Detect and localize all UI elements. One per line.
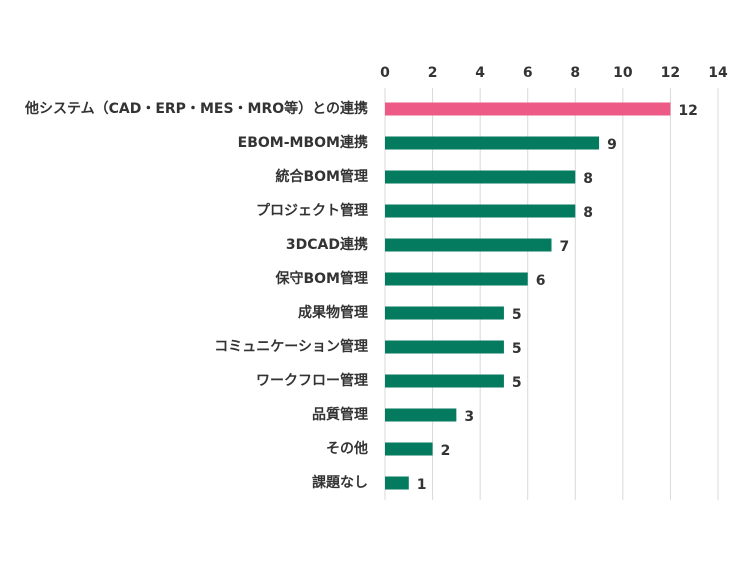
x-tick-label: 2 (428, 65, 438, 81)
bar (385, 204, 576, 218)
y-tick-label: 統合BOM管理 (275, 168, 368, 185)
value-label: 5 (512, 341, 522, 357)
y-tick-label: 品質管理 (312, 406, 368, 423)
value-label: 7 (560, 239, 570, 255)
bar (385, 476, 409, 490)
x-tick-label: 12 (661, 65, 680, 81)
bar (385, 442, 433, 456)
bar (385, 374, 504, 388)
value-label: 5 (512, 375, 522, 391)
bar (385, 170, 576, 184)
bar (385, 102, 671, 116)
x-tick-label: 6 (523, 65, 533, 81)
bar (385, 238, 552, 252)
value-label: 3 (464, 409, 474, 425)
y-tick-label: 3DCAD連携 (286, 236, 368, 253)
x-tick-label: 10 (613, 65, 633, 81)
value-label: 1 (417, 477, 427, 493)
y-tick-label: 課題なし (312, 474, 368, 491)
bar (385, 136, 600, 150)
y-tick-label: 保守BOM管理 (274, 270, 368, 287)
y-tick-label: その他 (326, 440, 368, 457)
x-tick-label: 0 (380, 65, 390, 81)
x-tick-label: 4 (475, 65, 485, 81)
bar (385, 408, 457, 422)
y-tick-label: プロジェクト管理 (256, 202, 368, 219)
value-label: 9 (607, 137, 617, 153)
bar (385, 272, 528, 286)
bar (385, 306, 504, 320)
y-tick-label: コミュニケーション管理 (214, 338, 368, 355)
bar (385, 340, 504, 354)
value-label: 8 (583, 205, 593, 221)
y-tick-label: 成果物管理 (298, 304, 368, 321)
value-label: 5 (512, 307, 522, 323)
x-tick-label: 8 (570, 65, 580, 81)
value-label: 2 (441, 443, 451, 459)
y-tick-label: 他システム（CAD・ERP・MES・MRO等）との連携 (24, 100, 368, 117)
y-tick-label: EBOM-MBOM連携 (238, 134, 368, 151)
value-label: 12 (678, 103, 697, 119)
value-label: 6 (536, 273, 546, 289)
value-label: 8 (583, 171, 593, 187)
x-tick-label: 14 (708, 65, 728, 81)
y-tick-label: ワークフロー管理 (256, 372, 368, 389)
